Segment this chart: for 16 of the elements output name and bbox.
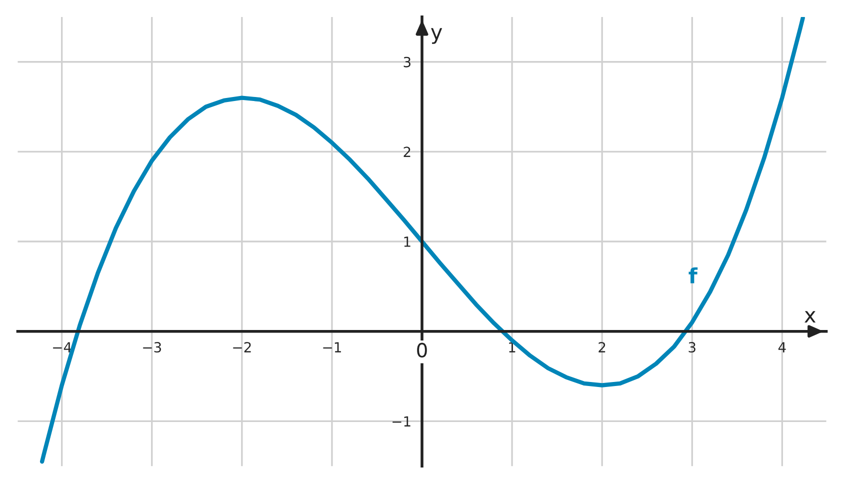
line-series — [40, 16, 805, 464]
x-tick-label: 4 — [778, 342, 786, 352]
y-tick-label: 2 — [404, 146, 410, 157]
x-tick-label: −4 — [53, 342, 72, 352]
x-tick-label: −1 — [323, 342, 341, 352]
y-tick-label: 3 — [404, 56, 410, 68]
x-tick-label: 2 — [598, 342, 606, 352]
x-axis-title: x — [804, 311, 816, 322]
annotation: f — [688, 267, 698, 284]
y-axis-title: y — [431, 28, 442, 44]
x-tick-label: 3 — [688, 342, 696, 353]
y-tick-label: 1 — [404, 236, 410, 247]
x-tick-label: 0 — [417, 342, 427, 358]
y-tick-label: −1 — [392, 416, 410, 426]
x-tick-label: −3 — [143, 342, 162, 353]
x-tick-label: −2 — [233, 342, 251, 352]
